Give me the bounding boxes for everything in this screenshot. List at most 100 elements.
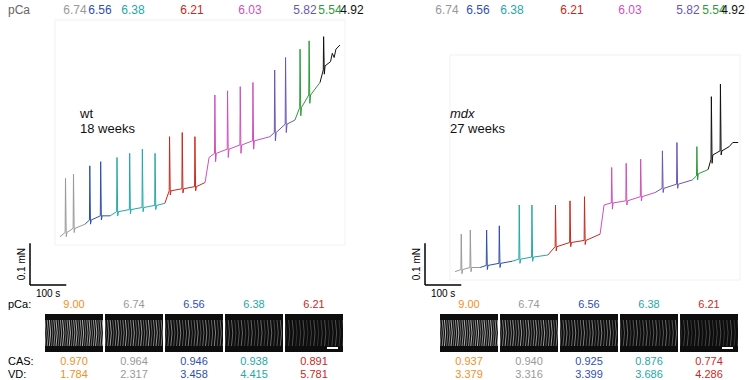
striation — [209, 320, 210, 346]
striation — [589, 320, 590, 346]
panel-title: mdx — [450, 106, 475, 121]
striation — [136, 320, 137, 346]
striation — [245, 320, 246, 346]
striation — [177, 320, 178, 346]
striation — [100, 320, 101, 346]
striation — [536, 320, 537, 346]
striation — [723, 320, 724, 346]
striation — [554, 320, 555, 346]
striation — [513, 320, 514, 346]
pca-legend: 6.74 — [63, 3, 87, 17]
striation — [462, 320, 463, 346]
force-trace — [295, 41, 320, 120]
striation — [168, 320, 169, 346]
striation — [526, 320, 527, 346]
plot-frame — [55, 20, 345, 245]
striation — [541, 320, 542, 346]
force-trace — [270, 58, 295, 141]
image-cas: 0.925 — [575, 355, 603, 367]
striation — [60, 320, 61, 346]
striation — [118, 320, 119, 346]
striation — [493, 320, 494, 346]
striation — [335, 320, 336, 346]
striation — [546, 320, 547, 346]
striation — [115, 320, 116, 346]
striation — [528, 320, 529, 346]
striation — [709, 320, 710, 346]
striation — [675, 320, 676, 346]
striation — [171, 320, 172, 346]
vd-row-label: VD: — [8, 368, 26, 380]
pca-legend: 5.82 — [293, 3, 317, 17]
force-trace — [512, 205, 548, 263]
striation — [49, 320, 50, 346]
image-pca: 6.38 — [243, 298, 264, 310]
striation — [251, 320, 252, 346]
striation — [643, 320, 644, 346]
striation — [548, 320, 549, 346]
striation — [615, 320, 616, 346]
image-pca: 6.21 — [303, 298, 324, 310]
striation — [307, 320, 308, 346]
striation — [612, 320, 613, 346]
striation — [503, 320, 504, 346]
striation — [232, 320, 233, 346]
pca-legend: 6.38 — [121, 3, 145, 17]
striation — [712, 320, 713, 346]
top-label: pCa — [8, 3, 30, 17]
image-vd: 3.458 — [180, 368, 208, 380]
striation — [680, 320, 681, 346]
striation — [598, 320, 599, 346]
striation — [296, 320, 297, 346]
image-scale-bar — [327, 347, 338, 349]
striation — [165, 320, 166, 346]
striation — [669, 320, 670, 346]
micrograph-bg — [560, 314, 618, 352]
striation — [110, 320, 111, 346]
figure: pCa6.746.566.386.216.035.825.544.92wt18 … — [0, 0, 749, 380]
micrograph — [500, 314, 565, 352]
image-cas: 0.937 — [455, 355, 483, 367]
striation — [93, 320, 94, 346]
image-vd: 2.317 — [120, 368, 148, 380]
pca-legend: 4.92 — [340, 3, 364, 17]
striation — [473, 320, 474, 346]
striation — [653, 320, 654, 346]
striation — [339, 320, 340, 346]
striation — [220, 320, 221, 346]
striation — [520, 320, 521, 346]
force-trace — [655, 143, 692, 193]
force-trace — [455, 230, 480, 274]
micrograph — [45, 314, 110, 352]
force-trace — [205, 83, 270, 183]
striation — [156, 320, 157, 346]
image-vd: 3.686 — [635, 368, 663, 380]
striation — [705, 320, 706, 346]
striation — [531, 320, 532, 346]
micrograph — [105, 314, 170, 352]
image-pca: 6.21 — [698, 298, 719, 310]
micrograph-bg — [440, 314, 498, 352]
striation — [458, 320, 459, 346]
striation — [151, 320, 152, 346]
striation — [203, 320, 204, 346]
striation — [691, 320, 692, 346]
force-trace — [85, 162, 110, 225]
image-pca: 9.00 — [63, 298, 84, 310]
force-trace — [600, 159, 655, 234]
striation — [310, 320, 311, 346]
striation — [98, 320, 99, 346]
striation — [292, 320, 293, 346]
striation — [78, 320, 79, 346]
image-cas: 0.891 — [300, 355, 328, 367]
striation — [640, 320, 641, 346]
striation — [609, 320, 610, 346]
striation — [495, 320, 496, 346]
striation — [508, 320, 509, 346]
micrograph — [225, 314, 288, 352]
striation — [453, 320, 454, 346]
striation — [572, 320, 573, 346]
striation — [180, 320, 181, 346]
striation — [264, 320, 265, 346]
micrograph — [285, 314, 347, 352]
